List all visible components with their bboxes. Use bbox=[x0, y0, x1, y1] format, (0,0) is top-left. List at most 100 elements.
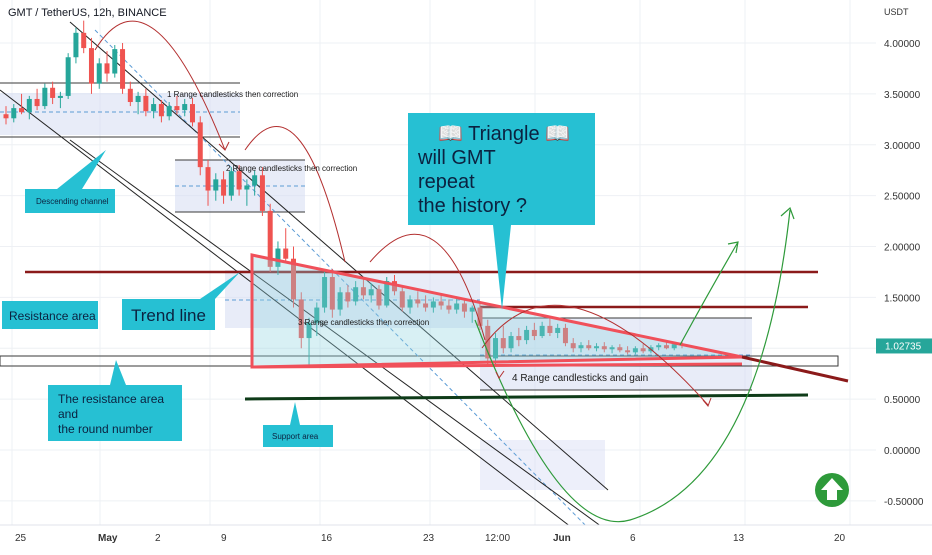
candle-body bbox=[423, 303, 429, 308]
candle-body bbox=[189, 104, 195, 123]
candle-body bbox=[112, 49, 118, 74]
candle-body bbox=[430, 301, 436, 308]
candle-body bbox=[640, 348, 646, 352]
triangle-question-line-3: repeat bbox=[418, 171, 475, 193]
candle-body bbox=[547, 325, 553, 333]
last-price-tag: 1.02735 bbox=[876, 338, 932, 354]
up-arrow-icon bbox=[821, 478, 843, 500]
price-tick-label: 3.50000 bbox=[884, 90, 921, 101]
candle-body bbox=[617, 347, 623, 351]
range-label-4: 4 Range candlesticks and gain bbox=[512, 373, 648, 384]
time-label-20: 20 bbox=[834, 533, 846, 544]
price-tick-label: 0.50000 bbox=[884, 395, 921, 406]
candle-body bbox=[252, 175, 258, 186]
candles bbox=[3, 20, 685, 367]
price-tick-label: 0.00000 bbox=[884, 446, 921, 457]
candle-body bbox=[632, 348, 638, 353]
price-tick-label: 2.00000 bbox=[884, 243, 921, 254]
candle-body bbox=[493, 338, 499, 359]
projection-curves bbox=[474, 206, 795, 523]
candle-body bbox=[578, 345, 584, 349]
candle-body bbox=[244, 185, 250, 190]
projection-deep bbox=[474, 209, 791, 523]
descending-channel-label: Descending channel bbox=[36, 197, 109, 206]
callout-resistance-area[interactable]: Resistance area bbox=[2, 301, 98, 329]
candle-body bbox=[594, 346, 600, 349]
candle-body bbox=[407, 299, 413, 308]
price-axis: USDT 4.00000 3.50000 3.00000 2.50000 2.00000… bbox=[876, 0, 932, 525]
range-label-1: 1 Range candlesticks then correction bbox=[167, 90, 298, 99]
triangle-pattern bbox=[250, 253, 743, 369]
candle-body bbox=[562, 327, 568, 344]
callout-triangle[interactable]: 📖 Triangle 📖 will GMT repeat the history… bbox=[408, 113, 595, 310]
candle-body bbox=[314, 307, 320, 323]
candle-body bbox=[127, 88, 133, 103]
candle-body bbox=[151, 104, 157, 112]
time-label-13: 13 bbox=[733, 533, 745, 544]
candle-body bbox=[96, 63, 102, 84]
callout-trend-line[interactable]: Trend line bbox=[122, 272, 240, 330]
candle-body bbox=[267, 210, 273, 267]
candle-body bbox=[609, 347, 615, 350]
triangle-question-line-2: will GMT bbox=[417, 147, 496, 169]
resistance-round-line-1: The resistance area bbox=[58, 392, 164, 406]
candle-body bbox=[485, 325, 491, 359]
grid bbox=[0, 0, 876, 525]
candle-body bbox=[3, 114, 9, 119]
candle-body bbox=[539, 325, 545, 337]
candle-body bbox=[461, 303, 467, 312]
candle-body bbox=[399, 291, 405, 308]
time-label-may: May bbox=[98, 533, 118, 544]
projection-bounce bbox=[679, 241, 739, 346]
projection-arrow-2 bbox=[780, 206, 795, 220]
trend-line-triangle bbox=[251, 362, 743, 369]
candle-body bbox=[360, 287, 366, 296]
price-tick-label: 4.00000 bbox=[884, 39, 921, 50]
channel-box bbox=[480, 440, 605, 490]
candle-body bbox=[275, 248, 281, 267]
time-label-25: 25 bbox=[15, 533, 27, 544]
arc-2 bbox=[244, 126, 346, 263]
candle-body bbox=[353, 287, 359, 302]
candle-body bbox=[531, 329, 537, 337]
time-label-1200: 12:00 bbox=[485, 533, 510, 544]
time-axis: 25 May 2 9 16 23 12:00 Jun 6 13 20 bbox=[0, 524, 932, 550]
projection-arrow-1 bbox=[727, 241, 739, 254]
candle-body bbox=[236, 171, 242, 190]
candle-body bbox=[454, 303, 460, 310]
callout-resistance-round[interactable]: The resistance area and the round number bbox=[48, 360, 182, 441]
candle-body bbox=[438, 301, 444, 306]
candle-body bbox=[586, 345, 592, 349]
triangle-question-line-4: the history ? bbox=[418, 195, 527, 217]
candle-body bbox=[205, 167, 211, 191]
up-arrow-button[interactable] bbox=[815, 473, 849, 507]
candle-body bbox=[290, 258, 296, 300]
candle-body bbox=[88, 48, 94, 84]
range-label-2: 2 Range candlesticks then correction bbox=[226, 164, 357, 173]
callout-support-area[interactable]: Support area bbox=[263, 402, 333, 447]
candle-body bbox=[174, 106, 180, 111]
candle-body bbox=[368, 289, 374, 296]
candle-body bbox=[221, 179, 227, 196]
candle-body bbox=[415, 299, 421, 304]
candle-body bbox=[656, 345, 662, 348]
candle-body bbox=[376, 289, 382, 306]
candle-body bbox=[671, 344, 677, 349]
candle-body bbox=[524, 329, 530, 341]
range-label-3: 3 Range candlesticks then correction bbox=[298, 318, 429, 327]
arc-1 bbox=[94, 20, 226, 151]
descending-channel bbox=[0, 21, 621, 541]
candle-body bbox=[50, 87, 56, 98]
candle-body bbox=[384, 281, 390, 306]
candle-body bbox=[570, 343, 576, 349]
candle-body bbox=[283, 248, 289, 259]
candle-body bbox=[11, 108, 17, 119]
candle-body bbox=[65, 57, 71, 96]
time-label-9: 9 bbox=[221, 533, 227, 544]
candle-body bbox=[213, 179, 219, 191]
callout-descending-channel[interactable]: Descending channel bbox=[25, 150, 115, 213]
candle-body bbox=[26, 98, 32, 113]
candle-body bbox=[120, 49, 126, 89]
